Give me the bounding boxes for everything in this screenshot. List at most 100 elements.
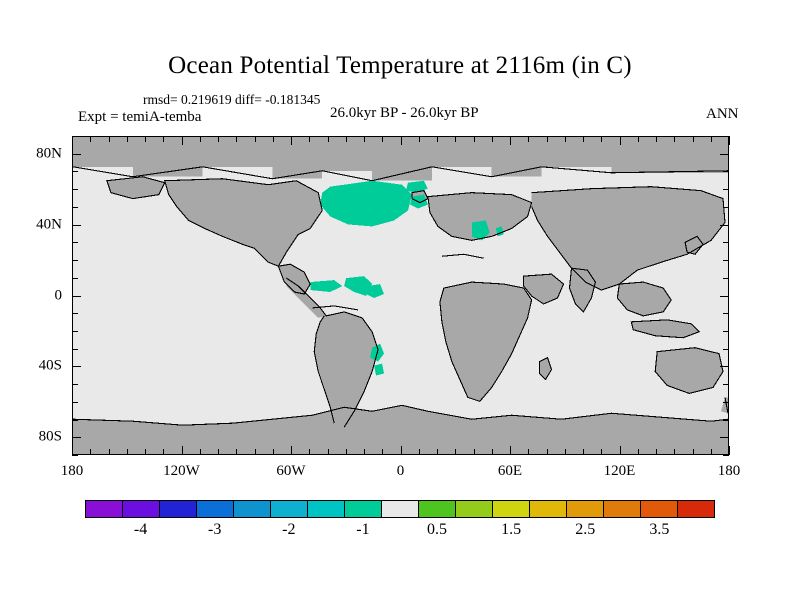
y-tick (72, 189, 78, 190)
x-tick-top (674, 136, 675, 142)
colorbar-swatch (530, 501, 567, 517)
x-tick (583, 449, 584, 455)
x-tick (163, 449, 164, 455)
x-tick (90, 449, 91, 455)
x-tick-top (328, 136, 329, 142)
x-tick (236, 449, 237, 455)
colorbar-tick-label: 3.5 (649, 521, 670, 538)
y-tick-right (720, 296, 729, 297)
x-tick-top (711, 136, 712, 142)
x-tick (309, 449, 310, 455)
y-tick-right (723, 402, 729, 403)
x-tick (729, 446, 730, 455)
x-tick-top (163, 136, 164, 142)
x-tick-top (656, 136, 657, 142)
y-tick-right (723, 136, 729, 137)
y-axis-label: 0 (54, 287, 63, 303)
x-tick-top (109, 136, 110, 142)
x-tick (674, 449, 675, 455)
y-tick (72, 242, 78, 243)
colorbar-swatch (308, 501, 345, 517)
colorbar[interactable] (85, 500, 715, 518)
x-tick-top (127, 136, 128, 142)
rmsd-stats-label: rmsd= 0.219619 diff= -0.181345 (143, 92, 321, 107)
x-tick (455, 449, 456, 455)
x-tick-top (583, 136, 584, 142)
x-axis-label: 120W (163, 463, 200, 479)
x-tick-top (218, 136, 219, 142)
y-tick-right (720, 225, 729, 226)
y-tick-right (720, 366, 729, 367)
x-tick (273, 449, 274, 455)
x-tick (565, 449, 566, 455)
y-tick-right (723, 420, 729, 421)
y-tick-right (723, 349, 729, 350)
x-tick (218, 449, 219, 455)
y-tick (72, 455, 78, 456)
colorbar-tick-label: -2 (282, 521, 296, 538)
y-tick-right (723, 207, 729, 208)
y-tick-right (723, 313, 729, 314)
y-tick-right (723, 384, 729, 385)
map-plot-area[interactable] (72, 136, 729, 455)
x-tick (401, 446, 402, 455)
x-tick (510, 446, 511, 455)
x-tick-top (620, 136, 621, 145)
x-tick-top (364, 136, 365, 142)
x-tick-top (547, 136, 548, 142)
anomaly-patch-group (310, 180, 504, 376)
colorbar-tick-label: 2.5 (575, 521, 596, 538)
x-tick-top (474, 136, 475, 142)
x-tick (711, 449, 712, 455)
x-tick-top (437, 136, 438, 142)
colorbar-swatch (160, 501, 197, 517)
x-axis-label: 0 (396, 463, 405, 479)
colorbar-swatch (604, 501, 641, 517)
x-tick-top (565, 136, 566, 142)
x-tick-top (346, 136, 347, 142)
x-tick-top (382, 136, 383, 142)
y-tick (72, 136, 78, 137)
y-tick (72, 402, 78, 403)
y-tick-right (720, 154, 729, 155)
x-tick (145, 449, 146, 455)
x-tick-top (236, 136, 237, 142)
y-axis-label: 80N (36, 145, 62, 162)
y-tick-right (723, 331, 729, 332)
y-tick (72, 171, 78, 172)
x-tick (437, 449, 438, 455)
x-tick (474, 449, 475, 455)
y-tick (72, 313, 78, 314)
colorbar-swatch (382, 501, 419, 517)
x-tick (255, 449, 256, 455)
colorbar-swatch (678, 501, 714, 517)
x-tick (547, 449, 548, 455)
y-tick (72, 154, 81, 155)
x-tick (109, 449, 110, 455)
colorbar-swatch (123, 501, 160, 517)
x-tick-top (90, 136, 91, 142)
x-tick (328, 449, 329, 455)
colorbar-swatch (234, 501, 271, 517)
colorbar-swatch (419, 501, 456, 517)
x-axis-label: 180 (717, 463, 741, 479)
y-tick-right (723, 189, 729, 190)
x-tick-top (309, 136, 310, 142)
x-tick (200, 449, 201, 455)
x-tick (656, 449, 657, 455)
colorbar-tick-label: -4 (133, 521, 148, 538)
season-label: ANN (706, 106, 739, 122)
y-tick-right (720, 437, 729, 438)
x-tick (72, 446, 73, 455)
world-map-heatmap (73, 137, 728, 454)
y-tick (72, 437, 81, 438)
colorbar-swatch (493, 501, 530, 517)
x-tick-top (492, 136, 493, 142)
colorbar-tick-label: 1.5 (501, 521, 522, 538)
x-tick-top (401, 136, 402, 145)
x-tick-top (729, 136, 730, 145)
x-tick (620, 446, 621, 455)
colorbar-swatch (456, 501, 493, 517)
x-tick (528, 449, 529, 455)
x-tick-top (72, 136, 73, 145)
